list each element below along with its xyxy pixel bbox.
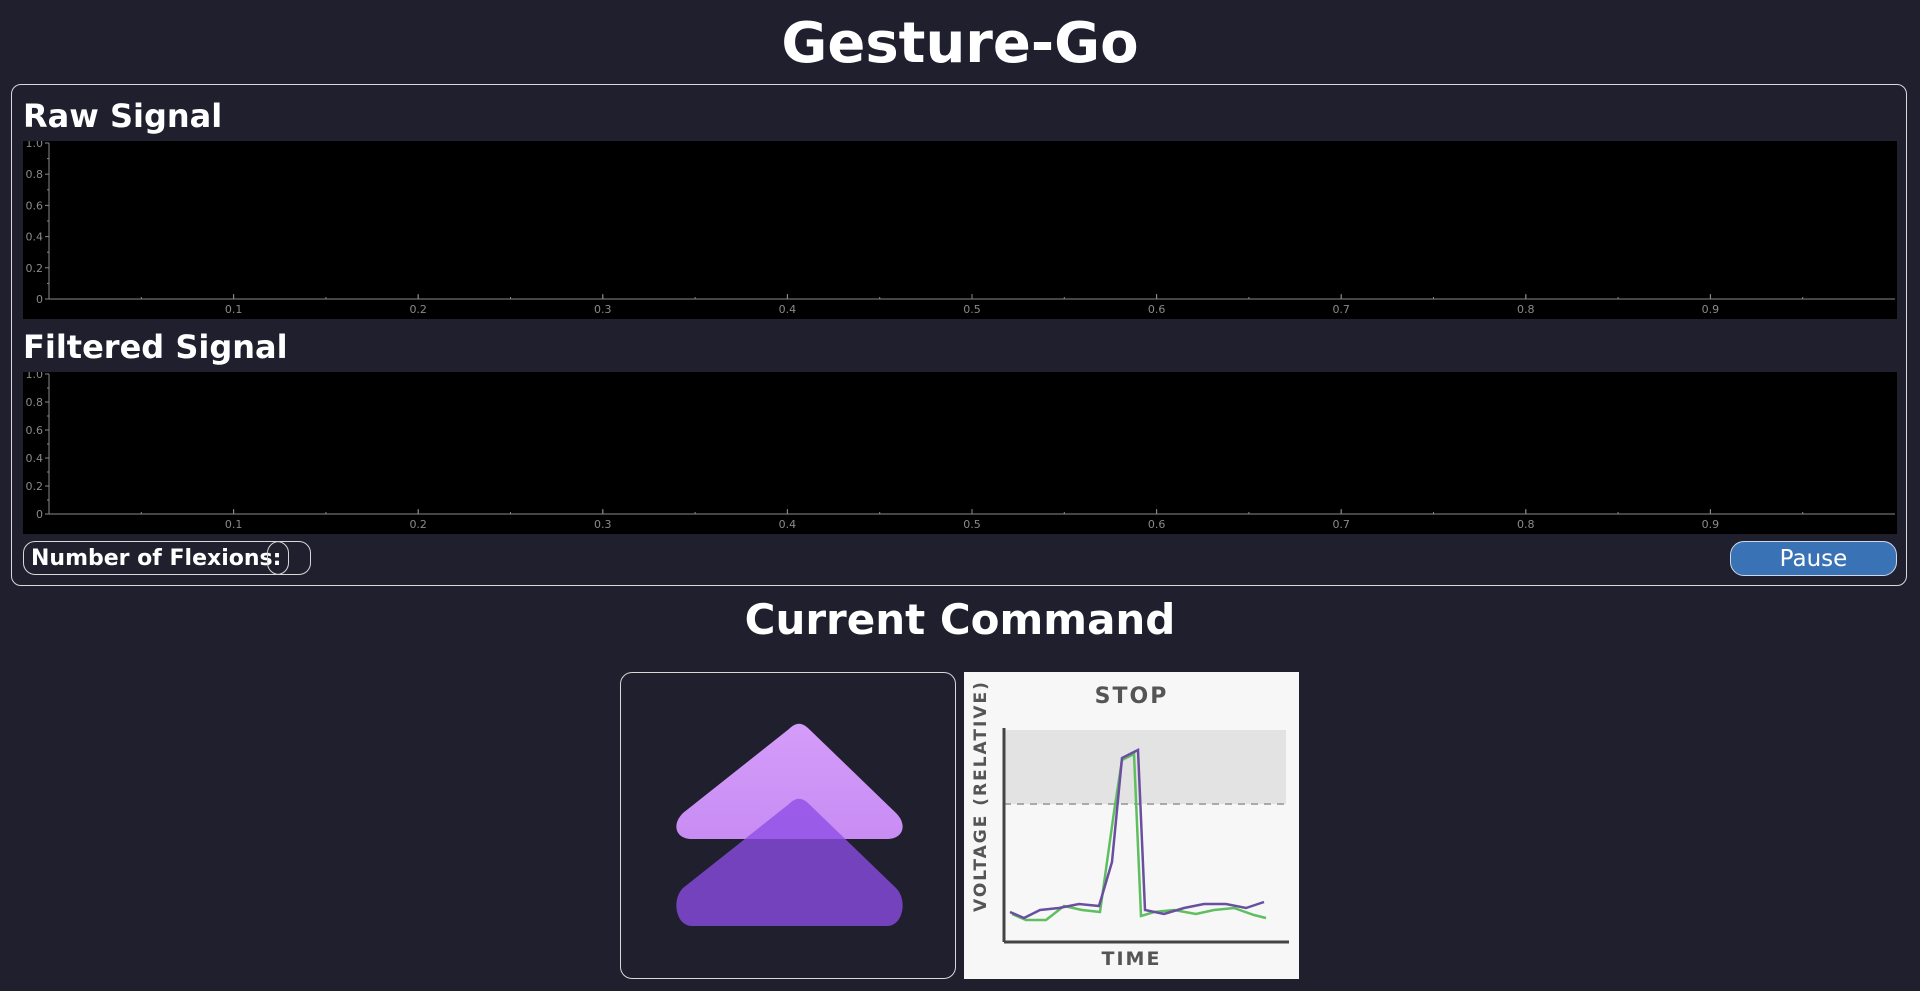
filtered-signal-title: Filtered Signal [23, 328, 288, 366]
trace-green [1011, 752, 1267, 922]
pause-button[interactable]: Pause [1730, 541, 1897, 576]
x-tick-label: 0.5 [963, 518, 981, 531]
x-tick-label: 0.4 [779, 303, 797, 316]
x-tick-label: 0.4 [779, 518, 797, 531]
y-tick-label: 0.6 [26, 424, 44, 437]
x-tick-label: 0.8 [1517, 303, 1535, 316]
y-tick-label: 0.6 [26, 199, 44, 212]
signals-panel: Raw Signal 0 0.2 0.4 0.6 0.8 1.0 0.1 0.2 0.3 0.4 0… [11, 84, 1907, 586]
y-tick-label: 0.8 [26, 396, 44, 409]
x-tick-label: 0.1 [225, 303, 243, 316]
reference-emg-graph [1002, 728, 1289, 944]
filtered-signal-plot: 0 0.2 0.4 0.6 0.8 1.0 0.1 0.2 0.3 0.4 0.5 0.6 0.7 0.8… [23, 372, 1897, 534]
x-tick-label: 0.7 [1332, 518, 1350, 531]
x-tick-label: 0.6 [1148, 303, 1166, 316]
reference-emg-image: STOP VOLTAGE (RELATIVE) TIME [964, 672, 1299, 979]
x-tick-label: 0.6 [1148, 518, 1166, 531]
flexions-label: Number of Flexions: [23, 541, 290, 575]
x-tick-label: 0.1 [225, 518, 243, 531]
raw-signal-plot: 0 0.2 0.4 0.6 0.8 1.0 0.1 0.2 0.3 0.4 0.5 0.6 0.7 0.8… [23, 141, 1897, 319]
reference-xlabel: TIME [1101, 948, 1162, 970]
y-tick-label: 0 [36, 293, 43, 306]
x-tick-label: 0.9 [1702, 303, 1720, 316]
x-tick-label: 0.7 [1332, 303, 1350, 316]
chevron-back-shape [676, 723, 903, 839]
x-tick-label: 0.9 [1702, 518, 1720, 531]
flexions-count-field [267, 541, 311, 575]
y-tick-label: 1.0 [26, 141, 44, 150]
y-tick-label: 0.2 [26, 262, 44, 275]
chevron-front-shape [676, 798, 903, 926]
x-tick-label: 0.3 [594, 518, 612, 531]
trace-purple [1009, 748, 1265, 920]
x-tick-label: 0.5 [963, 303, 981, 316]
current-command-title: Current Command [744, 595, 1176, 644]
x-tick-label: 0.8 [1517, 518, 1535, 531]
gesture-command-card [620, 672, 956, 979]
app-title: Gesture-Go [781, 11, 1139, 76]
y-tick-label: 0.4 [26, 452, 44, 465]
y-tick-label: 0.8 [26, 168, 44, 181]
y-tick-label: 0.2 [26, 480, 44, 493]
x-tick-label: 0.3 [594, 303, 612, 316]
y-tick-label: 1.0 [26, 372, 44, 381]
y-tick-label: 0.4 [26, 231, 44, 244]
raw-signal-title: Raw Signal [23, 97, 223, 135]
reference-title: STOP [1094, 684, 1169, 709]
double-chevron-up-icon [676, 723, 903, 926]
x-tick-label: 0.2 [409, 303, 427, 316]
y-tick-label: 0 [36, 508, 43, 521]
x-tick-label: 0.2 [409, 518, 427, 531]
